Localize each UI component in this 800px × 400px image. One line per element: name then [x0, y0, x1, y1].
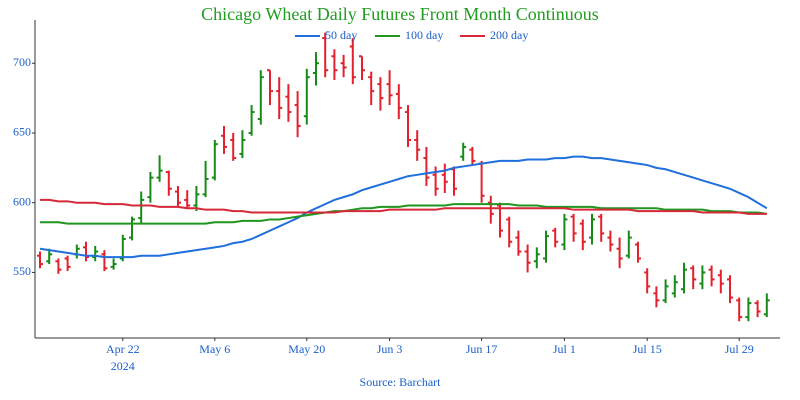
- moving-average-line: [40, 203, 767, 225]
- legend-label: 100 day: [405, 28, 443, 42]
- y-tick-label: 650: [13, 125, 31, 139]
- x-tick-label: May 6: [199, 342, 230, 356]
- x-tick-label: Jul 15: [633, 342, 662, 356]
- moving-average-line: [39, 155, 768, 259]
- x-tick-label: Jun 3: [377, 342, 403, 356]
- x-tick-label: Jun 17: [466, 342, 498, 356]
- moving-average-line: [40, 198, 767, 215]
- y-tick-label: 600: [13, 194, 31, 208]
- chart-title: Chicago Wheat Daily Futures Front Month …: [201, 4, 599, 24]
- source: Source: Barchart: [360, 375, 442, 389]
- y-tick-label: 550: [13, 264, 31, 278]
- x-tick-label: Jul 29: [725, 342, 754, 356]
- legend-label: 200 day: [490, 28, 528, 42]
- x-tick-label: Apr 22: [106, 342, 140, 356]
- y-tick-label: 700: [13, 55, 31, 69]
- legend-label: 50 day: [325, 28, 357, 42]
- x-year-label: 2024: [111, 359, 135, 373]
- x-tick-label: May 20: [288, 342, 325, 356]
- x-tick-label: Jul 1: [553, 342, 576, 356]
